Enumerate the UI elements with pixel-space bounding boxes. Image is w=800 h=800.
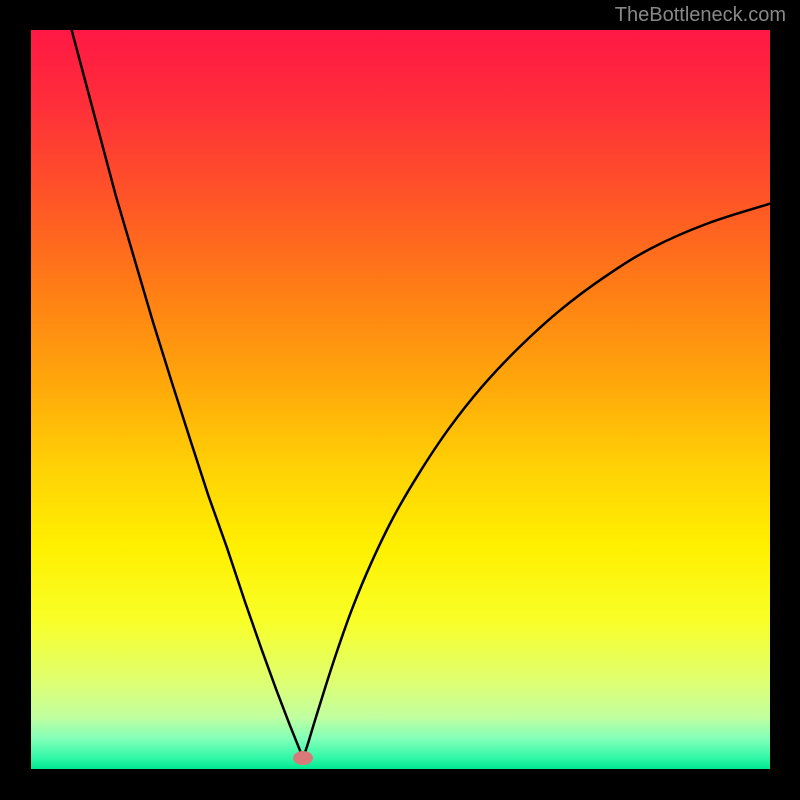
plot-area <box>31 30 770 769</box>
bottleneck-curve <box>72 30 770 758</box>
curve-svg <box>31 30 770 769</box>
vertex-marker <box>293 751 313 765</box>
watermark-text: TheBottleneck.com <box>615 4 786 27</box>
